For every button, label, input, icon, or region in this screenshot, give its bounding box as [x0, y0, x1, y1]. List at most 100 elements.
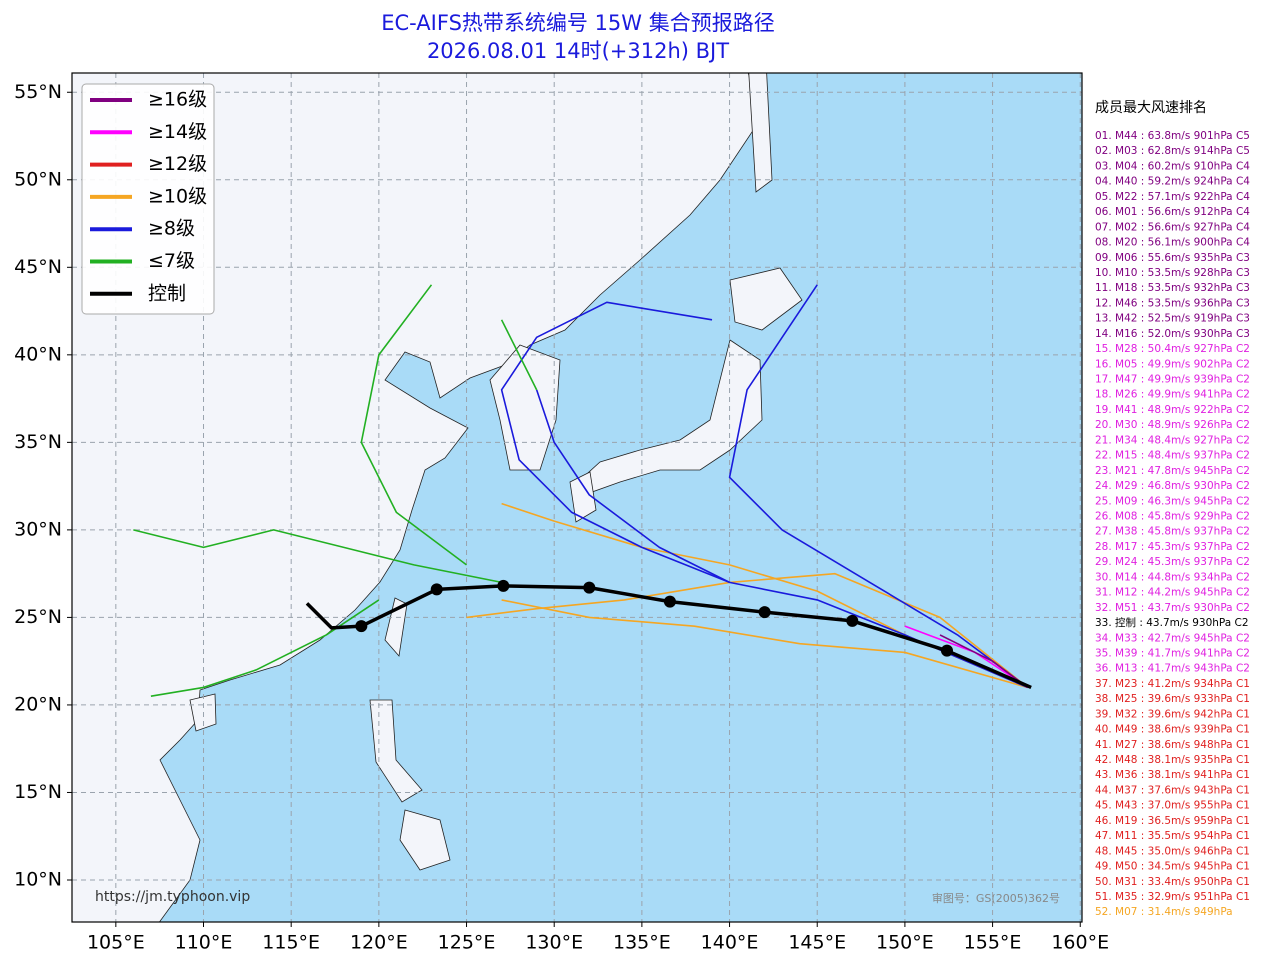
y-tick-label: 40°N: [14, 343, 62, 365]
map-frame: [71, 72, 1083, 923]
control-point: [583, 581, 596, 594]
x-tick-label: 105°E: [87, 932, 145, 954]
ranking-entry: 26. M08 : 45.8m/s 929hPa C2: [1095, 511, 1250, 523]
hokkaido: [729, 267, 803, 331]
x-tick-label: 130°E: [525, 932, 583, 954]
x-tick-label: 155°E: [964, 932, 1022, 954]
legend-label: 控制: [148, 282, 186, 304]
legend-label: ≤7级: [148, 250, 195, 272]
kyushu: [569, 471, 597, 523]
ranking-entry: 51. M35 : 32.9m/s 951hPa C1: [1095, 891, 1250, 903]
plot-layer: [72, 73, 1082, 922]
ranking-entry: 27. M38 : 45.8m/s 937hPa C2: [1095, 526, 1250, 538]
ranking-entry: 02. M03 : 62.8m/s 914hPa C5: [1095, 145, 1250, 157]
ranking-entry: 50. M31 : 33.4m/s 950hPa C1: [1095, 876, 1250, 888]
control-point: [758, 606, 771, 619]
ranking-entry: 19. M41 : 48.9m/s 922hPa C2: [1095, 404, 1250, 416]
x-tick-label: 115°E: [262, 932, 320, 954]
ranking-entry: 17. M47 : 49.9m/s 939hPa C2: [1095, 374, 1250, 386]
member-track: [939, 634, 1029, 689]
member-track: [133, 529, 502, 584]
ranking-entry: 34. M33 : 42.7m/s 945hPa C2: [1095, 632, 1250, 644]
ranking-entry: 46. M19 : 36.5m/s 959hPa C1: [1095, 815, 1250, 827]
korea: [489, 344, 561, 471]
ranking-entry: 52. M07 : 31.4m/s 949hPa: [1095, 906, 1233, 918]
ranking-entry: 22. M15 : 48.4m/s 937hPa C2: [1095, 450, 1250, 462]
ranking-entry: 11. M18 : 53.5m/s 932hPa C3: [1095, 282, 1250, 294]
legend-box: [81, 83, 215, 315]
legend-label: ≥8级: [148, 218, 195, 240]
ranking-entry: 23. M21 : 47.8m/s 945hPa C2: [1095, 465, 1250, 477]
y-tick-label: 50°N: [14, 168, 62, 190]
ranking-entry: 38. M25 : 39.6m/s 933hPa C1: [1095, 693, 1250, 705]
ranking-entry: 37. M23 : 41.2m/s 934hPa C1: [1095, 678, 1250, 690]
x-tick-label: 135°E: [613, 932, 671, 954]
approval-number: 审图号：GS(2005)362号: [932, 891, 1060, 905]
ranking-entry: 41. M27 : 38.6m/s 948hPa C1: [1095, 739, 1250, 751]
ranking-entry: 35. M39 : 41.7m/s 941hPa C2: [1095, 647, 1250, 659]
member-track: [501, 599, 1028, 689]
ranking-entry: 14. M16 : 52.0m/s 930hPa C3: [1095, 328, 1250, 340]
x-tick-label: 120°E: [350, 932, 408, 954]
y-tick-label: 30°N: [14, 518, 62, 540]
luzon: [369, 699, 423, 803]
ranking-entry: 05. M22 : 57.1m/s 922hPa C4: [1095, 191, 1250, 203]
ranking-entry: 12. M46 : 53.5m/s 936hPa C3: [1095, 297, 1250, 309]
ranking-entry: 48. M45 : 35.0m/s 946hPa C1: [1095, 845, 1250, 857]
ranking-entry: 21. M34 : 48.4m/s 927hPa C2: [1095, 434, 1250, 446]
y-tick-label: 10°N: [14, 868, 62, 890]
sakhalin: [748, 73, 773, 193]
legend-label: ≥10级: [148, 185, 207, 207]
member-track: [150, 599, 380, 697]
x-tick-label: 160°E: [1051, 932, 1109, 954]
ranking-entry: 09. M06 : 55.6m/s 935hPa C3: [1095, 252, 1250, 264]
ranking-entry: 31. M12 : 44.2m/s 945hPa C2: [1095, 587, 1250, 599]
ranking-entry: 49. M50 : 34.5m/s 945hPa C1: [1095, 861, 1250, 873]
ranking-entry: 08. M20 : 56.1m/s 900hPa C4: [1095, 237, 1250, 249]
y-tick-label: 15°N: [14, 781, 62, 803]
ranking-entry: 18. M26 : 49.9m/s 941hPa C2: [1095, 389, 1250, 401]
legend-label: ≥12级: [148, 153, 207, 175]
y-tick-label: 45°N: [14, 256, 62, 278]
ranking-entry: 20. M30 : 48.9m/s 926hPa C2: [1095, 419, 1250, 431]
y-tick-label: 35°N: [14, 431, 62, 453]
ranking-entry: 24. M29 : 46.8m/s 930hPa C2: [1095, 480, 1250, 492]
control-point: [355, 620, 368, 633]
control-point: [497, 579, 510, 592]
ranking-entry: 44. M37 : 37.6m/s 943hPa C1: [1095, 784, 1250, 796]
ranking-entry: 32. M51 : 43.7m/s 930hPa C2: [1095, 602, 1250, 614]
x-tick-label: 140°E: [701, 932, 759, 954]
x-tick-label: 150°E: [876, 932, 934, 954]
ranking-entry: 47. M11 : 35.5m/s 954hPa C1: [1095, 830, 1250, 842]
ranking-entry: 15. M28 : 50.4m/s 927hPa C2: [1095, 343, 1250, 355]
hainan: [189, 693, 217, 732]
control-point: [430, 583, 443, 596]
ranking-title: 成员最大风速排名: [1095, 100, 1207, 116]
ranking-entry: 01. M44 : 63.8m/s 901hPa C5: [1095, 130, 1250, 142]
ranking-entry: 40. M49 : 38.6m/s 939hPa C1: [1095, 724, 1250, 736]
ranking-entry: 28. M17 : 45.3m/s 937hPa C2: [1095, 541, 1250, 553]
member-track: [500, 301, 1028, 689]
ranking-entry: 07. M02 : 56.6m/s 927hPa C4: [1095, 221, 1250, 233]
member-track: [360, 284, 468, 566]
y-tick-label: 20°N: [14, 693, 62, 715]
ranking-entry: 43. M36 : 38.1m/s 941hPa C1: [1095, 769, 1250, 781]
ranking-entry: 29. M24 : 45.3m/s 937hPa C2: [1095, 556, 1250, 568]
member-track: [535, 389, 730, 584]
y-tick-label: 55°N: [14, 81, 62, 103]
x-tick-label: 110°E: [175, 932, 233, 954]
land: [72, 73, 803, 922]
ranking-entry: 39. M32 : 39.6m/s 942hPa C1: [1095, 708, 1250, 720]
legend-label: ≥14级: [148, 121, 207, 143]
control-point: [940, 644, 953, 657]
visayas: [399, 809, 451, 871]
x-tick-label: 145°E: [788, 932, 846, 954]
control-point: [846, 614, 859, 627]
x-tick-label: 125°E: [438, 932, 496, 954]
ranking-entry: 06. M01 : 56.6m/s 912hPa C4: [1095, 206, 1250, 218]
y-tick-label: 25°N: [14, 606, 62, 628]
mainland: [72, 73, 761, 922]
control-point: [663, 595, 676, 608]
